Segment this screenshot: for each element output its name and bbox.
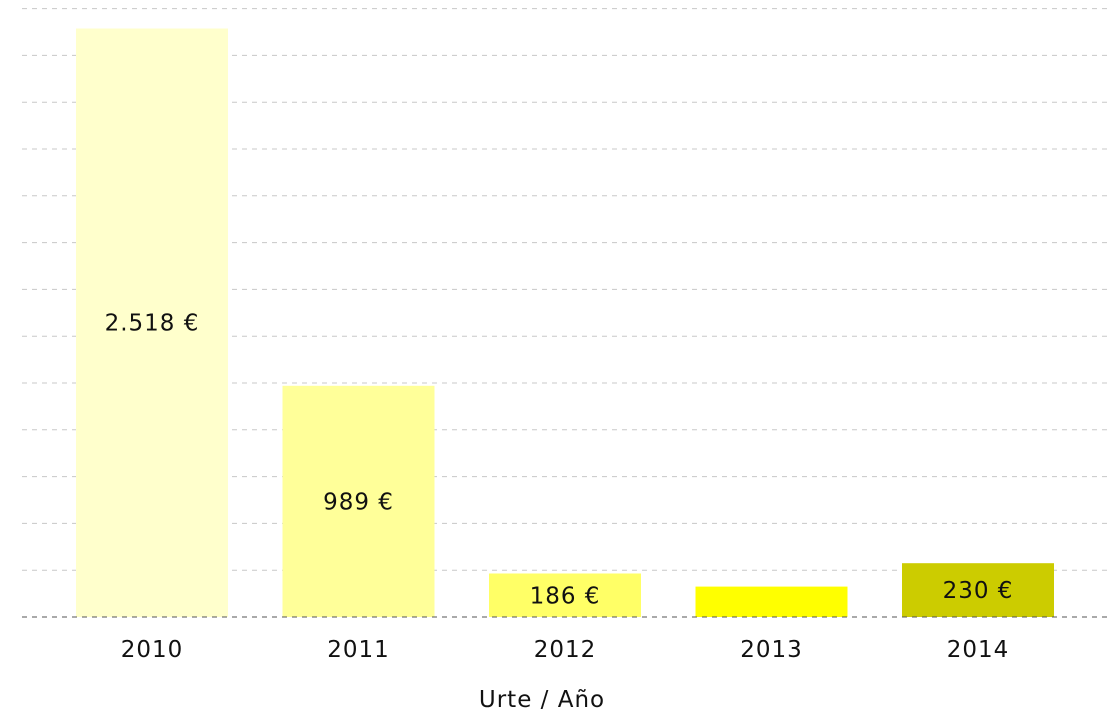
bar-2013	[695, 586, 848, 617]
data-label-2012: 186 €	[530, 583, 601, 609]
x-tick-labels: 2010 2011 2012 2013 2014	[121, 637, 1010, 663]
x-tick-label-2010: 2010	[121, 637, 184, 663]
bars	[76, 28, 1054, 617]
x-tick-label-2012: 2012	[534, 637, 597, 663]
bar-2010	[76, 28, 228, 617]
bar-2014	[902, 563, 1054, 617]
x-tick-label-2014: 2014	[947, 637, 1010, 663]
data-labels: 2.518 € 989 € 186 € 230 €	[105, 311, 1014, 610]
x-tick-label-2011: 2011	[327, 637, 390, 663]
bar-2011	[282, 385, 435, 617]
bar-2012	[489, 573, 641, 617]
data-label-2010: 2.518 €	[105, 311, 200, 337]
data-label-2011: 989 €	[323, 489, 394, 515]
data-label-2014: 230 €	[943, 578, 1014, 604]
x-axis-title: Urte / Año	[479, 687, 605, 713]
x-tick-label-2013: 2013	[740, 637, 803, 663]
